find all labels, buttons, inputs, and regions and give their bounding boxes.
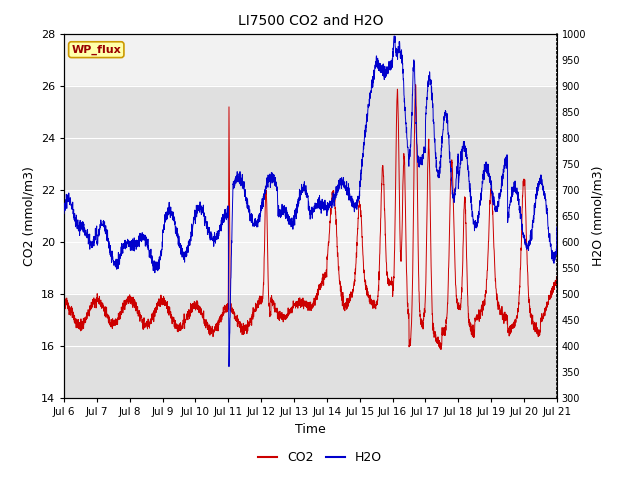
Y-axis label: CO2 (mmol/m3): CO2 (mmol/m3) (22, 166, 35, 266)
Bar (64, 86, 557, 190)
Text: WP_flux: WP_flux (72, 45, 121, 55)
Y-axis label: H2O (mmol/m3): H2O (mmol/m3) (592, 166, 605, 266)
Bar (64, 294, 557, 398)
Title: LI7500 CO2 and H2O: LI7500 CO2 and H2O (237, 14, 383, 28)
X-axis label: Time: Time (295, 423, 326, 436)
Legend: CO2, H2O: CO2, H2O (253, 446, 387, 469)
